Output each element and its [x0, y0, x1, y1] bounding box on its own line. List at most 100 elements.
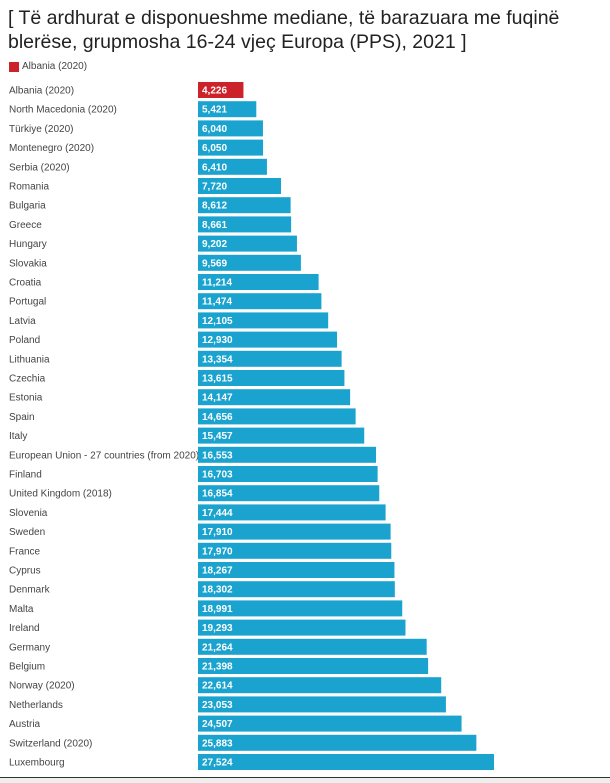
legend-label: Albania (2020): [22, 61, 88, 72]
bar: [198, 178, 282, 194]
value-label: 21,398: [202, 662, 233, 673]
bar: [198, 389, 351, 406]
value-label: 15,457: [202, 431, 233, 442]
category-label: Czechia: [9, 374, 46, 385]
category-label: Germany: [9, 642, 50, 653]
bar: [198, 120, 263, 137]
value-label: 9,569: [202, 258, 227, 269]
category-label: Croatia: [9, 278, 42, 289]
value-label: 18,267: [202, 566, 233, 577]
category-label: Denmark: [9, 585, 51, 596]
value-label: 23,053: [202, 700, 233, 711]
category-label: Albania (2020): [9, 86, 74, 97]
category-label: Romania: [9, 182, 49, 193]
bar: [198, 82, 244, 98]
category-label: Austria: [9, 719, 41, 730]
category-label: Luxembourg: [9, 758, 65, 769]
bar: [198, 638, 427, 655]
category-label: Greece: [9, 220, 42, 231]
bar: [198, 101, 257, 118]
value-label: 8,661: [202, 220, 227, 231]
bar: [198, 370, 345, 386]
bar: [198, 715, 462, 732]
value-label: 6,040: [202, 124, 227, 135]
bar: [198, 466, 378, 482]
category-label: Poland: [9, 335, 40, 346]
value-label: 27,524: [202, 758, 233, 769]
bar: [198, 658, 429, 674]
bar: [198, 293, 322, 310]
legend: Albania (2020): [9, 61, 87, 72]
category-label: Estonia: [9, 393, 43, 404]
bar: [198, 235, 297, 252]
category-label: Latvia: [9, 316, 36, 327]
bar: [198, 696, 446, 713]
bar: [198, 581, 395, 598]
category-label: France: [9, 546, 41, 557]
bar: [198, 600, 403, 617]
category-label: Montenegro (2020): [9, 143, 94, 154]
category-label: Italy: [9, 431, 27, 442]
legend-swatch: [9, 61, 19, 72]
value-label: 18,302: [202, 585, 233, 596]
bar: [198, 312, 329, 329]
category-label: Türkiye (2020): [9, 124, 73, 135]
bar: [198, 274, 319, 290]
value-label: 24,507: [202, 719, 233, 730]
category-label: European Union - 27 countries (from 2020…: [9, 450, 199, 461]
category-label: United Kingdom (2018): [9, 489, 112, 500]
bar: [198, 254, 301, 271]
value-label: 14,147: [202, 393, 233, 404]
value-label: 7,720: [202, 182, 227, 193]
bar: [198, 677, 442, 694]
category-label: Portugal: [9, 297, 46, 308]
category-label: Netherlands: [9, 700, 63, 711]
category-label: Spain: [9, 412, 35, 423]
value-label: 12,930: [202, 335, 233, 346]
footer-bar: [0, 778, 610, 783]
bar: [198, 542, 392, 559]
category-label: Finland: [9, 470, 42, 481]
bar: [198, 562, 395, 578]
value-label: 14,656: [202, 412, 233, 423]
value-label: 21,264: [202, 642, 233, 653]
bar: [198, 619, 406, 636]
value-label: 22,614: [202, 681, 233, 692]
bar: [198, 446, 377, 463]
value-label: 17,444: [202, 508, 233, 519]
value-label: 18,991: [202, 604, 233, 615]
value-label: 11,214: [202, 278, 232, 289]
category-label: Belgium: [9, 662, 45, 673]
value-label: 12,105: [202, 316, 233, 327]
category-label: Switzerland (2020): [9, 738, 92, 749]
value-label: 6,050: [202, 143, 227, 154]
value-label: 11,474: [202, 297, 232, 308]
bar: [198, 350, 342, 367]
value-label: 8,612: [202, 201, 227, 212]
category-label: Sweden: [9, 527, 45, 538]
category-label: Slovakia: [9, 258, 47, 269]
bar: [198, 504, 386, 521]
bar: [198, 331, 338, 348]
value-label: 16,703: [202, 470, 233, 481]
category-label: Bulgaria: [9, 201, 46, 212]
value-label: 17,910: [202, 527, 233, 538]
value-label: 13,354: [202, 354, 233, 365]
bar: [198, 216, 292, 233]
category-label: Slovenia: [9, 508, 48, 519]
value-label: 13,615: [202, 374, 233, 385]
value-label: 25,883: [202, 738, 233, 749]
value-label: 9,202: [202, 239, 227, 250]
chart-title: [ Të ardhurat e disponueshme mediane, të…: [8, 7, 560, 53]
value-label: 6,410: [202, 162, 227, 173]
bar: [198, 754, 494, 770]
bar: [198, 427, 365, 444]
value-label: 16,553: [202, 450, 233, 461]
category-label: Ireland: [9, 623, 40, 634]
bar: [198, 197, 291, 214]
value-label: 17,970: [202, 546, 233, 557]
value-label: 19,293: [202, 623, 233, 634]
category-label: Norway (2020): [9, 681, 75, 692]
category-label: North Macedonia (2020): [9, 105, 117, 116]
